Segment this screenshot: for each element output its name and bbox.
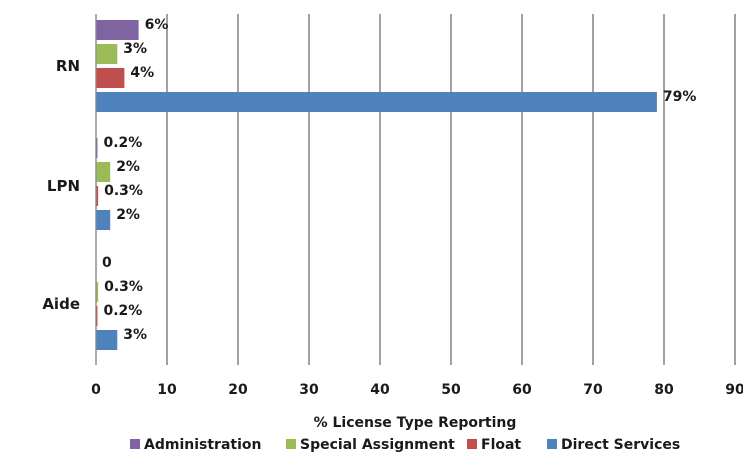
- data-label-rn-administration: 6%: [145, 17, 169, 33]
- x-tick-label: 20: [228, 382, 248, 398]
- data-label-aide-direct-services: 3%: [123, 327, 147, 343]
- legend-swatch-special-assignment: [286, 439, 296, 449]
- data-label-lpn-special-assignment: 2%: [116, 159, 140, 175]
- bar-rn-special-assignment: [96, 44, 118, 64]
- legend-swatch-administration: [130, 439, 140, 449]
- data-label-aide-special-assignment: 0.3%: [104, 279, 143, 295]
- x-tick-label: 10: [157, 382, 177, 398]
- bar-rn-direct-services: [96, 92, 657, 112]
- x-tick-label: 0: [91, 382, 101, 398]
- data-label-rn-float: 4%: [130, 65, 154, 81]
- category-label-lpn: LPN: [47, 177, 80, 195]
- legend-label-direct-services: Direct Services: [561, 437, 680, 453]
- x-tick-label: 50: [441, 382, 461, 398]
- bar-lpn-direct-services: [96, 210, 111, 230]
- legend-label-special-assignment: Special Assignment: [300, 437, 455, 453]
- legend-label-float: Float: [481, 437, 521, 453]
- x-axis-title: % License Type Reporting: [314, 415, 517, 431]
- data-label-aide-float: 0.2%: [104, 303, 143, 319]
- x-tick-label: 70: [583, 382, 603, 398]
- x-tick-label: 90: [725, 382, 743, 398]
- data-label-lpn-administration: 0.2%: [104, 135, 143, 151]
- x-tick-label: 80: [654, 382, 674, 398]
- bar-lpn-special-assignment: [96, 162, 111, 182]
- bar-aide-float: [96, 306, 98, 326]
- bar-aide-special-assignment: [96, 282, 99, 302]
- x-tick-label: 40: [370, 382, 390, 398]
- data-label-rn-direct-services: 79%: [663, 89, 697, 105]
- data-label-aide-administration: 0: [102, 255, 112, 271]
- category-label-rn: RN: [56, 57, 80, 75]
- data-label-lpn-direct-services: 2%: [116, 207, 140, 223]
- data-label-lpn-float: 0.3%: [104, 183, 143, 199]
- bar-aide-direct-services: [96, 330, 118, 350]
- legend-swatch-float: [467, 439, 477, 449]
- legend-label-administration: Administration: [144, 437, 261, 453]
- bar-lpn-float: [96, 186, 99, 206]
- category-label-aide: Aide: [42, 295, 80, 313]
- bar-rn-administration: [96, 20, 139, 40]
- legend-swatch-direct-services: [547, 439, 557, 449]
- x-tick-label: 30: [299, 382, 319, 398]
- x-tick-label: 60: [512, 382, 532, 398]
- bar-rn-float: [96, 68, 125, 88]
- data-label-rn-special-assignment: 3%: [123, 41, 147, 57]
- bar-lpn-administration: [96, 138, 98, 158]
